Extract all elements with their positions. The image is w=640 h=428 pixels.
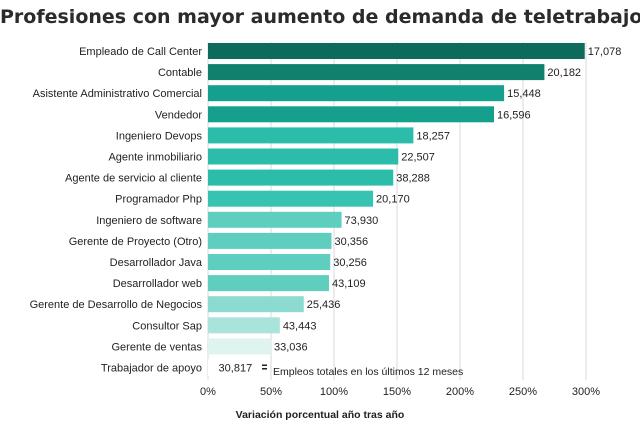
- bar: [208, 106, 495, 123]
- note-marker: [262, 368, 267, 370]
- category-label: Trabajador de apoyo: [101, 363, 202, 375]
- category-label: Vendedor: [155, 109, 202, 121]
- x-tick-label: 250%: [509, 386, 537, 398]
- bar: [208, 169, 394, 186]
- category-label: Desarrollador web: [113, 278, 202, 290]
- value-label: 43,443: [283, 320, 317, 332]
- value-label: 30,356: [334, 236, 368, 248]
- bar: [208, 232, 332, 249]
- value-label: 33,036: [274, 341, 308, 353]
- value-label: 30,817: [219, 363, 253, 375]
- bar: [208, 43, 585, 59]
- value-label: 73,930: [345, 215, 379, 227]
- category-label: Gerente de Desarrollo de Negocios: [30, 299, 203, 311]
- category-label: Desarrollador Java: [110, 257, 203, 269]
- bar: [208, 211, 342, 228]
- bar: [208, 64, 545, 81]
- bar-annotation-note: Empleos totales en los últimos 12 meses: [273, 366, 464, 378]
- bar: [208, 359, 216, 376]
- value-label: 38,288: [396, 173, 430, 185]
- bar: [208, 190, 374, 207]
- value-label: 30,256: [333, 257, 367, 269]
- category-label: Agente de servicio al cliente: [65, 173, 202, 185]
- bar: [208, 254, 331, 270]
- x-tick-label: 300%: [572, 386, 600, 398]
- x-tick-label: 200%: [446, 386, 474, 398]
- category-label: Asistente Administrativo Comercial: [33, 88, 202, 100]
- x-axis-title: Variación porcentual año tras año: [235, 409, 405, 421]
- category-label: Empleado de Call Center: [79, 46, 202, 58]
- bar: [208, 338, 271, 355]
- value-label: 22,507: [401, 152, 435, 164]
- category-label: Programador Php: [115, 194, 202, 206]
- bar: [208, 127, 414, 144]
- x-tick-label: 50%: [260, 386, 282, 398]
- bar: [208, 296, 304, 313]
- value-label: 17,078: [588, 46, 622, 58]
- value-label: 18,257: [416, 130, 450, 142]
- category-label: Agente inmobiliario: [108, 152, 202, 164]
- category-label: Contable: [158, 67, 202, 79]
- value-label: 20,170: [376, 194, 410, 206]
- bar: [208, 85, 505, 102]
- value-label: 20,182: [547, 67, 581, 79]
- x-tick-label: 0%: [200, 386, 216, 398]
- category-label: Gerente de ventas: [111, 341, 202, 353]
- category-label: Gerente de Proyecto (Otro): [69, 236, 202, 248]
- chart-title: Profesiones con mayor aumento de demanda…: [0, 6, 640, 28]
- bar: [208, 317, 280, 334]
- category-label: Ingeniero Devops: [116, 130, 203, 142]
- bar: [208, 148, 399, 165]
- value-label: 25,436: [307, 299, 341, 311]
- value-label: 16,596: [497, 109, 531, 121]
- value-label: 15,448: [507, 88, 541, 100]
- value-label: 43,109: [332, 278, 366, 290]
- x-tick-label: 100%: [320, 386, 348, 398]
- note-marker: [262, 364, 267, 366]
- bar: [208, 275, 329, 292]
- category-label: Consultor Sap: [132, 320, 202, 332]
- x-tick-label: 150%: [383, 386, 411, 398]
- category-label: Ingeniero de software: [96, 215, 202, 227]
